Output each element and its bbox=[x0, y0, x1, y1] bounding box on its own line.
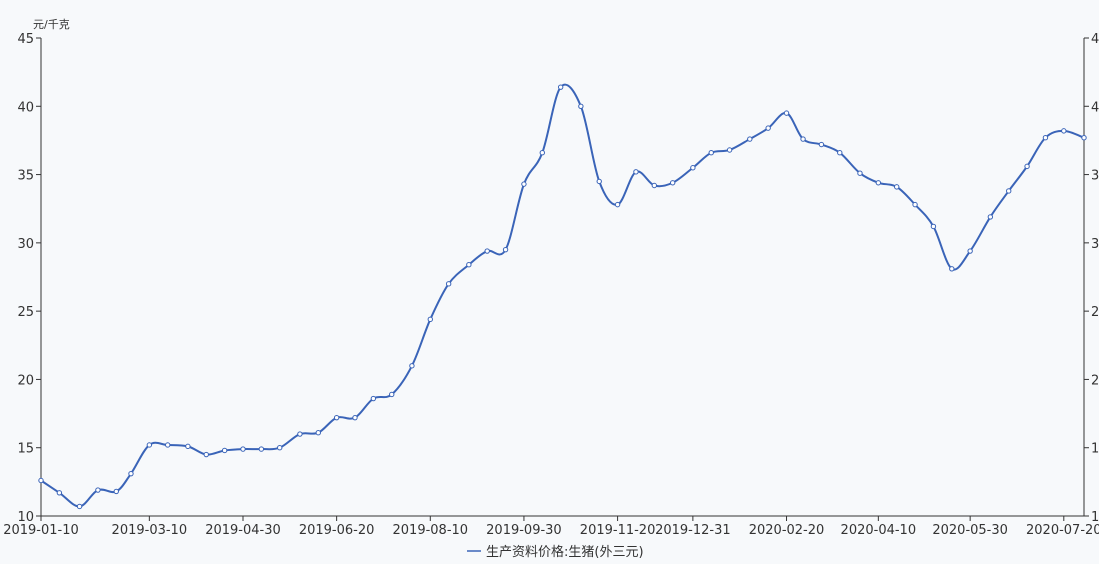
x-tick-label: 2020-05-30 bbox=[932, 523, 1008, 538]
y-right-tick-label: 2 bbox=[1091, 305, 1099, 320]
data-point bbox=[708, 150, 714, 156]
data-point bbox=[165, 442, 171, 448]
data-point bbox=[614, 201, 621, 208]
data-point bbox=[146, 442, 153, 448]
data-point bbox=[56, 490, 63, 496]
y-tick-label: 40 bbox=[17, 100, 34, 115]
data-point bbox=[726, 147, 733, 153]
data-point bbox=[409, 363, 415, 369]
data-point bbox=[203, 451, 209, 458]
data-point bbox=[466, 262, 472, 268]
series-layer bbox=[38, 83, 1087, 510]
y-right-tick-label: 4 bbox=[1091, 100, 1099, 115]
data-point bbox=[539, 150, 546, 156]
y-right-tick-label: 3 bbox=[1091, 169, 1099, 184]
data-point bbox=[277, 445, 283, 451]
data-point bbox=[669, 180, 676, 186]
data-point bbox=[894, 184, 900, 190]
data-point bbox=[690, 165, 696, 171]
data-point bbox=[633, 169, 639, 175]
data-point bbox=[747, 136, 753, 142]
y-tick-label: 10 bbox=[17, 510, 34, 525]
data-point bbox=[857, 170, 863, 176]
data-point bbox=[484, 248, 490, 254]
data-point bbox=[578, 103, 584, 109]
x-tick-label: 2020-04-10 bbox=[841, 523, 917, 538]
x-tick-label: 2019-03-10 bbox=[112, 523, 188, 538]
data-point bbox=[837, 150, 843, 156]
data-point bbox=[596, 178, 602, 185]
data-point bbox=[95, 487, 101, 493]
x-tick-label: 2019-12-31 bbox=[655, 523, 731, 538]
x-tick-label: 2020-02-20 bbox=[749, 523, 825, 538]
y-tick-label: 35 bbox=[17, 169, 34, 184]
data-point bbox=[1042, 134, 1049, 141]
legend[interactable]: 生产资料价格:生猪(外三元) bbox=[467, 544, 644, 560]
data-point bbox=[987, 214, 994, 220]
data-point bbox=[258, 446, 265, 452]
data-point bbox=[783, 110, 790, 116]
data-point bbox=[502, 246, 509, 253]
data-point bbox=[912, 201, 918, 208]
data-point bbox=[333, 414, 340, 421]
data-point bbox=[76, 503, 83, 510]
data-point bbox=[967, 248, 973, 254]
y-right-tick-label: 4 bbox=[1091, 32, 1099, 47]
data-point bbox=[128, 470, 134, 477]
data-point bbox=[875, 180, 882, 186]
data-point bbox=[221, 447, 228, 454]
data-point bbox=[370, 395, 377, 402]
data-point bbox=[240, 446, 246, 452]
data-point bbox=[297, 431, 303, 437]
y-tick-label: 15 bbox=[17, 442, 34, 457]
data-point bbox=[445, 281, 452, 287]
y-tick-label: 45 bbox=[17, 32, 34, 47]
data-point bbox=[521, 181, 527, 187]
y-right-tick-label: 3 bbox=[1091, 237, 1099, 252]
axes: 10 1 15 1 20 2 25 2 30 3 35 3 40 4 45 4 2019-01-10 2019-0… bbox=[3, 32, 1099, 538]
x-tick-label: 2019-11-20 bbox=[580, 523, 656, 538]
data-point bbox=[1061, 128, 1067, 134]
data-point bbox=[949, 266, 955, 272]
data-point bbox=[389, 391, 395, 398]
x-tick-label: 2019-06-20 bbox=[299, 523, 375, 538]
legend-label: 生产资料价格:生猪(外三元) bbox=[486, 544, 644, 560]
data-point bbox=[1006, 188, 1012, 194]
y-right-tick-label: 1 bbox=[1091, 442, 1099, 457]
data-point bbox=[352, 414, 358, 421]
data-point bbox=[1081, 134, 1087, 141]
data-point bbox=[557, 84, 564, 90]
data-point bbox=[651, 182, 658, 189]
x-tick-label: 2019-04-30 bbox=[205, 523, 281, 538]
data-point bbox=[38, 477, 44, 484]
x-tick-label: 2019-01-10 bbox=[3, 523, 79, 538]
data-point bbox=[800, 136, 806, 142]
data-point bbox=[113, 488, 119, 495]
y-unit-label: 元/千克 bbox=[33, 18, 70, 31]
x-tick-label: 2019-08-10 bbox=[393, 523, 469, 538]
data-point bbox=[1024, 163, 1030, 170]
data-point bbox=[765, 125, 771, 131]
x-tick-label: 2020-07-20 bbox=[1026, 523, 1099, 538]
data-point bbox=[427, 316, 433, 323]
y-tick-label: 30 bbox=[17, 237, 34, 252]
x-tick-label: 2019-09-30 bbox=[486, 523, 562, 538]
y-tick-label: 20 bbox=[17, 373, 34, 388]
data-point bbox=[930, 223, 937, 230]
data-point bbox=[315, 429, 321, 436]
y-right-tick-label: 2 bbox=[1091, 373, 1099, 388]
y-tick-label: 25 bbox=[17, 305, 34, 320]
data-point bbox=[185, 443, 191, 450]
data-point bbox=[818, 141, 825, 148]
y-right-tick-label: 1 bbox=[1091, 510, 1099, 525]
